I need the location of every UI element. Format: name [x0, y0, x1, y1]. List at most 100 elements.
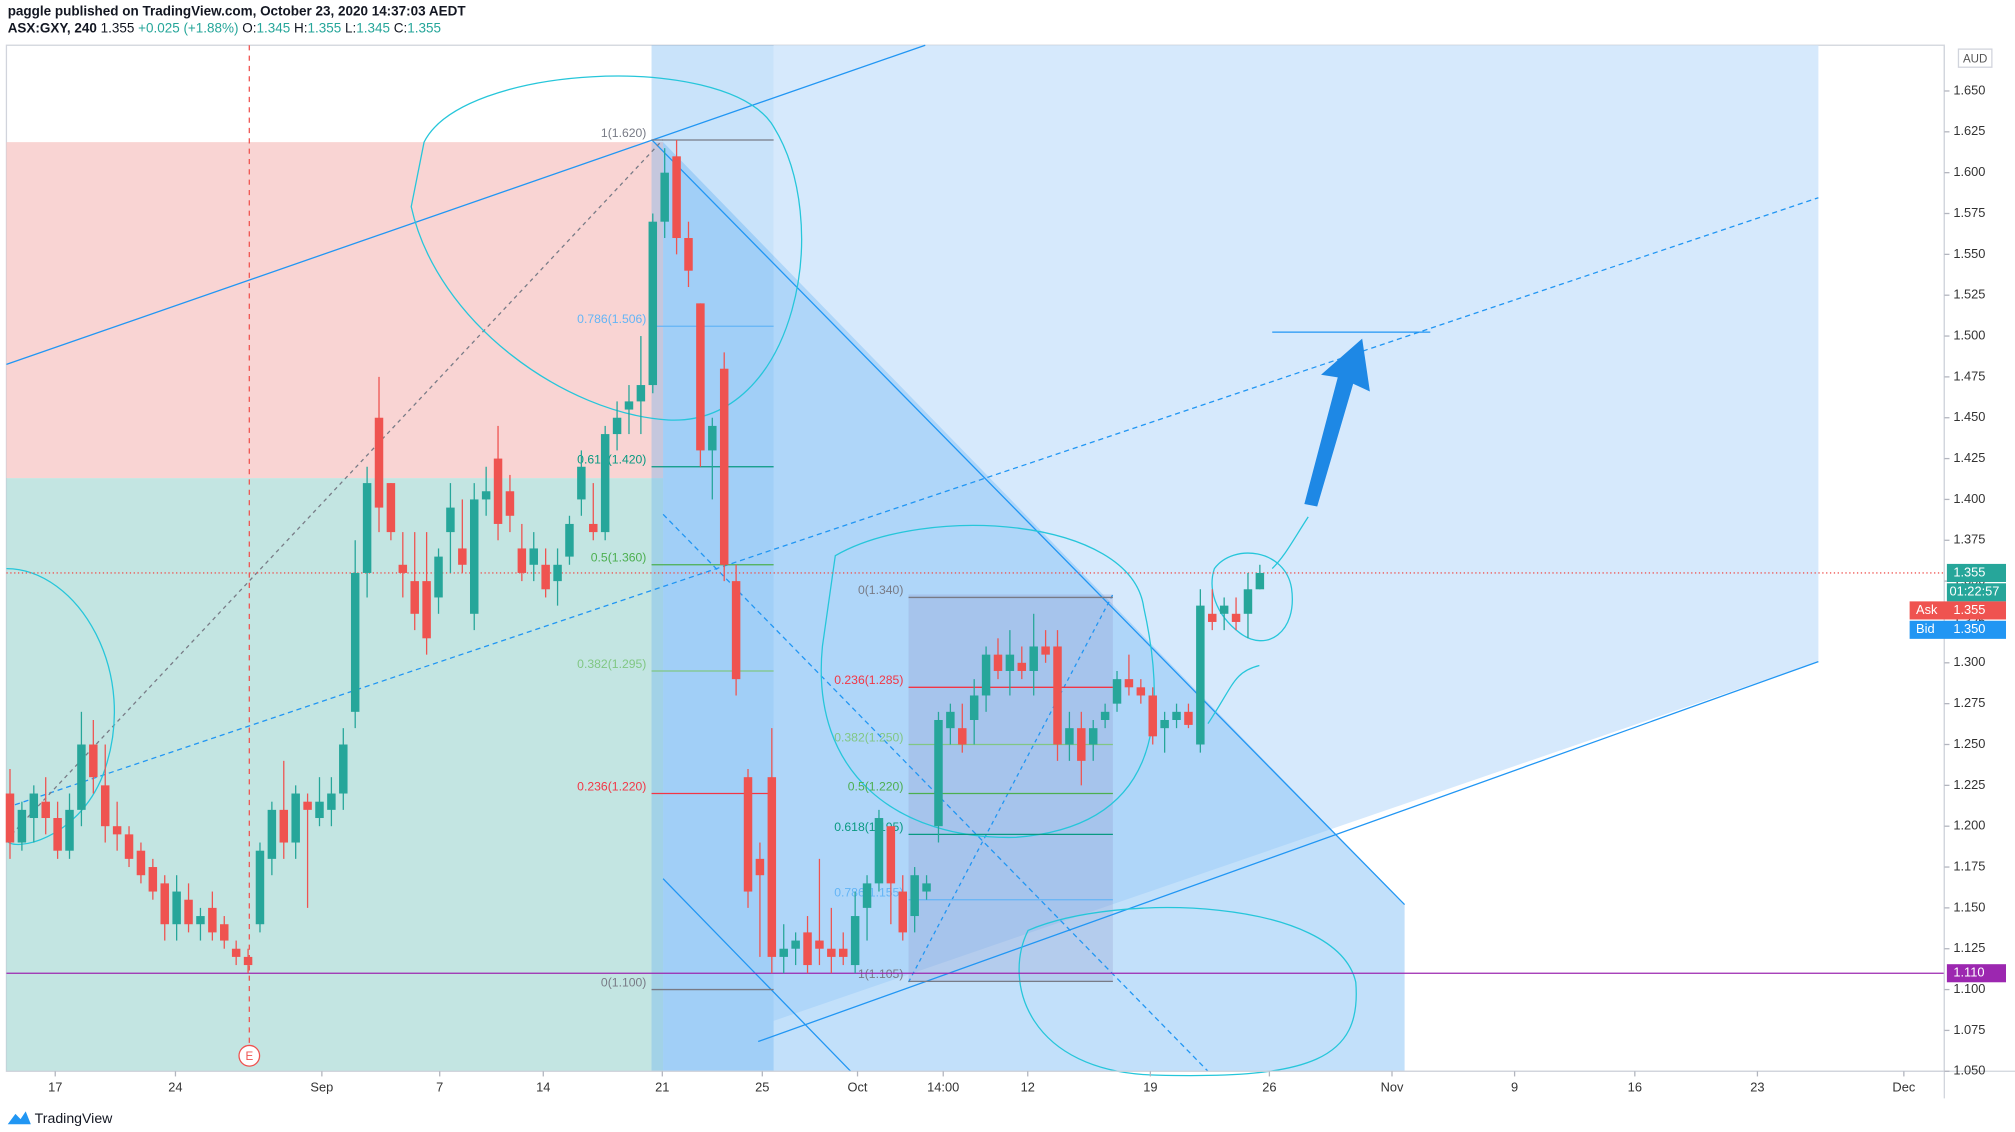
currency-box	[1957, 48, 1993, 68]
fib-label: 0.618(1.195)	[834, 820, 903, 834]
candle-body	[589, 523, 598, 533]
candle-body	[196, 916, 205, 925]
candle-body	[41, 801, 50, 819]
candle-body	[1017, 662, 1027, 671]
x-tick-label: 17	[48, 1079, 62, 1094]
candle-body	[874, 818, 884, 884]
candle-body	[934, 719, 943, 827]
fib-label: 1(1.620)	[601, 126, 646, 140]
candle-body	[362, 483, 372, 573]
y-tick-label: 1.125	[1953, 940, 1985, 955]
y-tick-label: 1.300	[1953, 654, 1985, 669]
x-tick-label: 7	[436, 1079, 443, 1094]
candle-body	[850, 916, 860, 966]
candle-body	[386, 483, 396, 533]
l: 1.345	[356, 20, 390, 35]
candle-body	[862, 883, 872, 908]
candle-body	[136, 850, 146, 876]
wedge-line	[651, 139, 1406, 906]
candle-body	[434, 556, 443, 598]
marks: 1(1.620) 0.786(1.506) 0.618(1.420) 0.5(1.36…	[5, 126, 1945, 991]
y-tick-label: 1.400	[1953, 491, 1985, 506]
candle-body	[5, 793, 15, 843]
candle-body	[231, 948, 241, 957]
candle-body	[1041, 646, 1050, 655]
candle-body	[184, 899, 193, 925]
candle-body	[1196, 605, 1205, 745]
fib-trend	[5, 139, 664, 841]
candle-body	[708, 425, 717, 451]
candle-body	[600, 434, 610, 533]
candle-body	[53, 818, 62, 851]
candle-body	[767, 777, 777, 957]
candle-body	[791, 940, 800, 949]
range-zone	[651, 45, 774, 1072]
arrow	[1304, 338, 1370, 507]
price-axis	[1944, 45, 2015, 1072]
publisher: paggle published on TradingView.com, Oct…	[8, 3, 467, 18]
candle-body	[529, 548, 538, 565]
candle-body	[660, 172, 669, 222]
y-tick-label: 1.550	[1953, 246, 1985, 261]
circle-mid	[820, 524, 1156, 839]
x-tick-label: 14	[536, 1079, 550, 1094]
x-tick-label: 25	[755, 1079, 769, 1094]
candle-body	[827, 948, 836, 957]
countdown: 01:22:57	[1949, 584, 1999, 599]
y-tick-label: 1.150	[1953, 899, 1985, 914]
candle-body	[1219, 605, 1229, 614]
o: 1.345	[257, 20, 291, 35]
bid-name: Bid	[1916, 621, 1935, 636]
h-label: H:	[294, 20, 307, 35]
candle-body	[1172, 711, 1181, 720]
candle-body	[1088, 728, 1098, 745]
candle-body	[220, 924, 229, 941]
symbol-line: ASX:GXY, 240 1.355 +0.025 (+1.88%) O:1.3…	[8, 20, 441, 35]
candle-body	[208, 907, 217, 933]
channel-mid	[6, 197, 1819, 809]
x-tick-label: Dec	[1892, 1079, 1915, 1094]
candle-body	[898, 891, 908, 933]
candle-body	[910, 875, 919, 917]
y-tick-label: 1.575	[1953, 205, 1985, 220]
candle-body	[636, 385, 646, 402]
fib-label: 0(1.100)	[601, 975, 646, 989]
countdown-tag	[1946, 583, 2007, 602]
fib-label: 0.5(1.360)	[591, 551, 647, 565]
earnings-label: E	[245, 1051, 253, 1063]
candle-body	[172, 891, 181, 925]
candle-body	[1243, 589, 1253, 614]
candle-body	[886, 826, 896, 884]
candle-body	[303, 801, 312, 810]
logo	[7, 1111, 31, 1125]
circle-bottom	[1018, 906, 1357, 1077]
bid-label: 1.350	[1953, 621, 1985, 636]
circle-right	[1211, 552, 1293, 642]
candle-body	[958, 728, 967, 745]
candle-body	[839, 948, 848, 957]
candle-body	[124, 834, 134, 859]
candle-body	[112, 826, 122, 835]
candle-body	[993, 654, 1003, 671]
y-tick-label: 1.225	[1953, 777, 1985, 792]
y-tick-label: 1.275	[1953, 695, 1985, 710]
candle-body	[719, 368, 729, 565]
y-tick-label: 1.475	[1953, 368, 1985, 383]
candle-body	[815, 940, 824, 949]
candle-body	[1184, 711, 1193, 725]
fib-label: 0.5(1.220)	[848, 779, 904, 793]
candle-body	[1160, 719, 1169, 729]
wedge-line-2	[662, 878, 852, 1072]
candle-body	[65, 809, 74, 851]
y-tick-label: 1.175	[1953, 858, 1985, 873]
last-price-tag	[1946, 563, 2007, 582]
ask-name: Ask	[1916, 602, 1938, 617]
x-tick-label: 23	[1750, 1079, 1764, 1094]
axis-labels: 1.050 1.075 1.100 1.125 1.150 1.175 1.200 1.225…	[48, 82, 2007, 1094]
candle-body	[969, 695, 979, 720]
candle-body	[17, 809, 27, 843]
c: 1.355	[407, 20, 441, 35]
candle-body	[446, 507, 455, 533]
candle-body	[100, 785, 110, 827]
